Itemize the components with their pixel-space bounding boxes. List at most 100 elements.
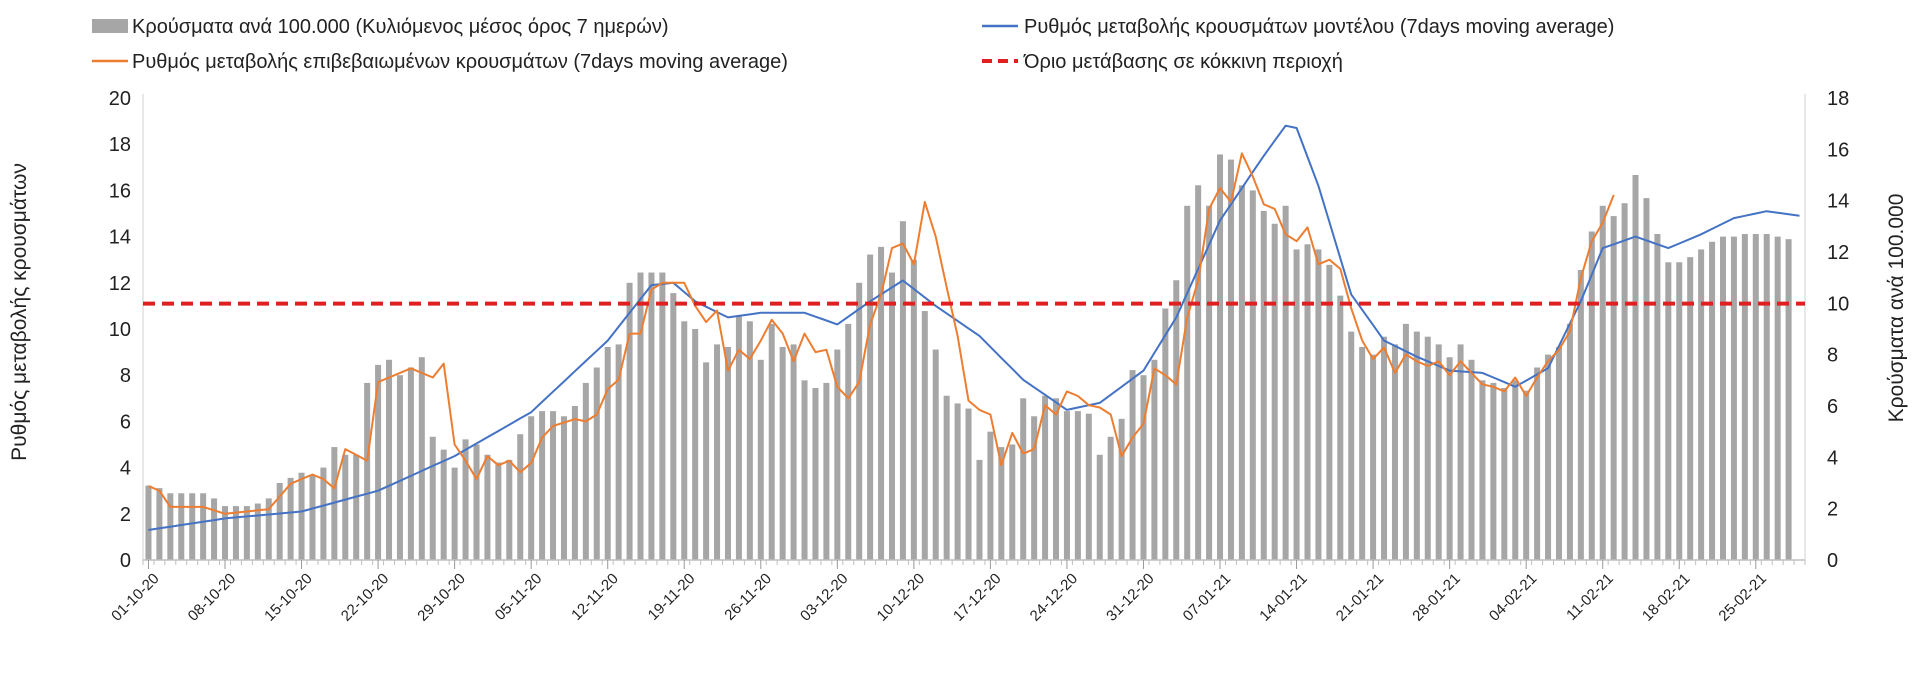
bar bbox=[1632, 175, 1639, 560]
bar bbox=[1370, 354, 1377, 560]
bar bbox=[1381, 336, 1388, 560]
bar bbox=[1293, 249, 1300, 560]
bar bbox=[867, 254, 874, 561]
bar bbox=[724, 346, 731, 560]
bar bbox=[1741, 234, 1748, 561]
right-tick-label: 2 bbox=[1827, 499, 1838, 521]
bar bbox=[1555, 346, 1562, 560]
bar bbox=[910, 259, 917, 560]
bar bbox=[451, 467, 458, 560]
bar bbox=[364, 382, 371, 560]
bar bbox=[506, 459, 513, 560]
bar bbox=[1501, 388, 1508, 560]
bar bbox=[1676, 262, 1683, 560]
bar bbox=[1709, 241, 1716, 560]
bar bbox=[178, 493, 185, 560]
bar bbox=[1096, 454, 1103, 560]
legend: Κρούσματα ανά 100.000 (Κυλιόμενος μέσος … bbox=[92, 16, 1614, 73]
bar bbox=[484, 454, 491, 560]
bar bbox=[1107, 436, 1114, 560]
bar bbox=[1523, 390, 1530, 560]
bar bbox=[473, 444, 480, 560]
bar bbox=[1534, 367, 1541, 560]
bar bbox=[1566, 323, 1573, 560]
bar bbox=[375, 364, 382, 560]
x-tick-label: 28-01-21 bbox=[1409, 570, 1463, 624]
bar bbox=[1643, 198, 1650, 560]
bar bbox=[1359, 346, 1366, 560]
bar bbox=[899, 221, 906, 560]
confirmed-line bbox=[148, 152, 1615, 515]
bar bbox=[790, 344, 797, 560]
bar bbox=[1020, 398, 1027, 560]
bar bbox=[998, 447, 1005, 560]
bar bbox=[1151, 359, 1158, 560]
bar bbox=[189, 493, 196, 560]
x-tick-label: 29-10-20 bbox=[414, 570, 468, 624]
x-tick-label: 22-10-20 bbox=[338, 570, 392, 624]
left-tick-label: 2 bbox=[120, 504, 131, 526]
bar bbox=[418, 357, 425, 560]
bar bbox=[648, 272, 655, 560]
bar bbox=[615, 344, 622, 560]
bar bbox=[1206, 205, 1213, 561]
x-tick-label: 12-11-20 bbox=[568, 570, 622, 624]
bar bbox=[692, 329, 699, 560]
bar bbox=[1621, 203, 1628, 560]
left-tick-label: 18 bbox=[109, 134, 131, 156]
bar bbox=[670, 293, 677, 560]
x-tick-label: 11-02-21 bbox=[1563, 570, 1617, 624]
right-tick-label: 8 bbox=[1827, 345, 1838, 367]
bar bbox=[1479, 380, 1486, 560]
bar bbox=[1588, 231, 1595, 560]
bar bbox=[353, 454, 360, 560]
legend-swatch-bars bbox=[92, 19, 128, 33]
left-tick-label: 14 bbox=[109, 227, 131, 249]
bar bbox=[145, 485, 152, 560]
bar bbox=[1512, 380, 1519, 560]
bar bbox=[1698, 249, 1705, 560]
right-tick-label: 16 bbox=[1827, 139, 1849, 161]
bar bbox=[1490, 382, 1497, 560]
bar bbox=[1227, 159, 1234, 560]
bar bbox=[550, 411, 557, 560]
right-tick-label: 0 bbox=[1827, 550, 1838, 572]
right-axis-title: Κρούσματα ανά 100.000 bbox=[1885, 194, 1908, 423]
bar bbox=[746, 321, 753, 560]
bar bbox=[539, 411, 546, 560]
x-tick-label: 03-12-20 bbox=[797, 570, 851, 624]
bar bbox=[834, 349, 841, 560]
right-tick-label: 14 bbox=[1827, 191, 1849, 213]
bar bbox=[757, 359, 764, 560]
bar bbox=[1599, 205, 1606, 561]
bar bbox=[1184, 205, 1191, 561]
bar-series bbox=[145, 154, 1792, 561]
bar bbox=[1337, 295, 1344, 560]
bar bbox=[637, 272, 644, 560]
bar bbox=[495, 462, 502, 560]
bar bbox=[823, 382, 830, 560]
bar bbox=[517, 434, 524, 560]
right-tick-label: 10 bbox=[1827, 293, 1849, 315]
left-axis: 0 2 4 6 8 10 12 14 16 18 20 bbox=[109, 88, 144, 572]
bar bbox=[1260, 210, 1267, 560]
bar bbox=[582, 382, 589, 560]
x-tick-label: 25-02-21 bbox=[1716, 570, 1770, 624]
bar bbox=[779, 346, 786, 560]
bar bbox=[593, 367, 600, 560]
left-tick-label: 20 bbox=[109, 88, 131, 110]
bar bbox=[1042, 395, 1049, 560]
bar bbox=[1238, 185, 1245, 560]
x-tick-label: 18-02-21 bbox=[1639, 570, 1693, 624]
bar bbox=[1271, 223, 1278, 560]
bar bbox=[342, 454, 349, 560]
bar bbox=[1468, 359, 1475, 560]
x-axis: 01-10-20 08-10-20 15-10-20 22-10-20 29-10-20… bbox=[108, 559, 1806, 625]
bar bbox=[396, 375, 403, 560]
bar bbox=[276, 483, 283, 560]
bar bbox=[221, 506, 229, 560]
bar bbox=[1031, 416, 1038, 560]
bar bbox=[1118, 418, 1125, 560]
left-tick-label: 6 bbox=[120, 411, 131, 433]
